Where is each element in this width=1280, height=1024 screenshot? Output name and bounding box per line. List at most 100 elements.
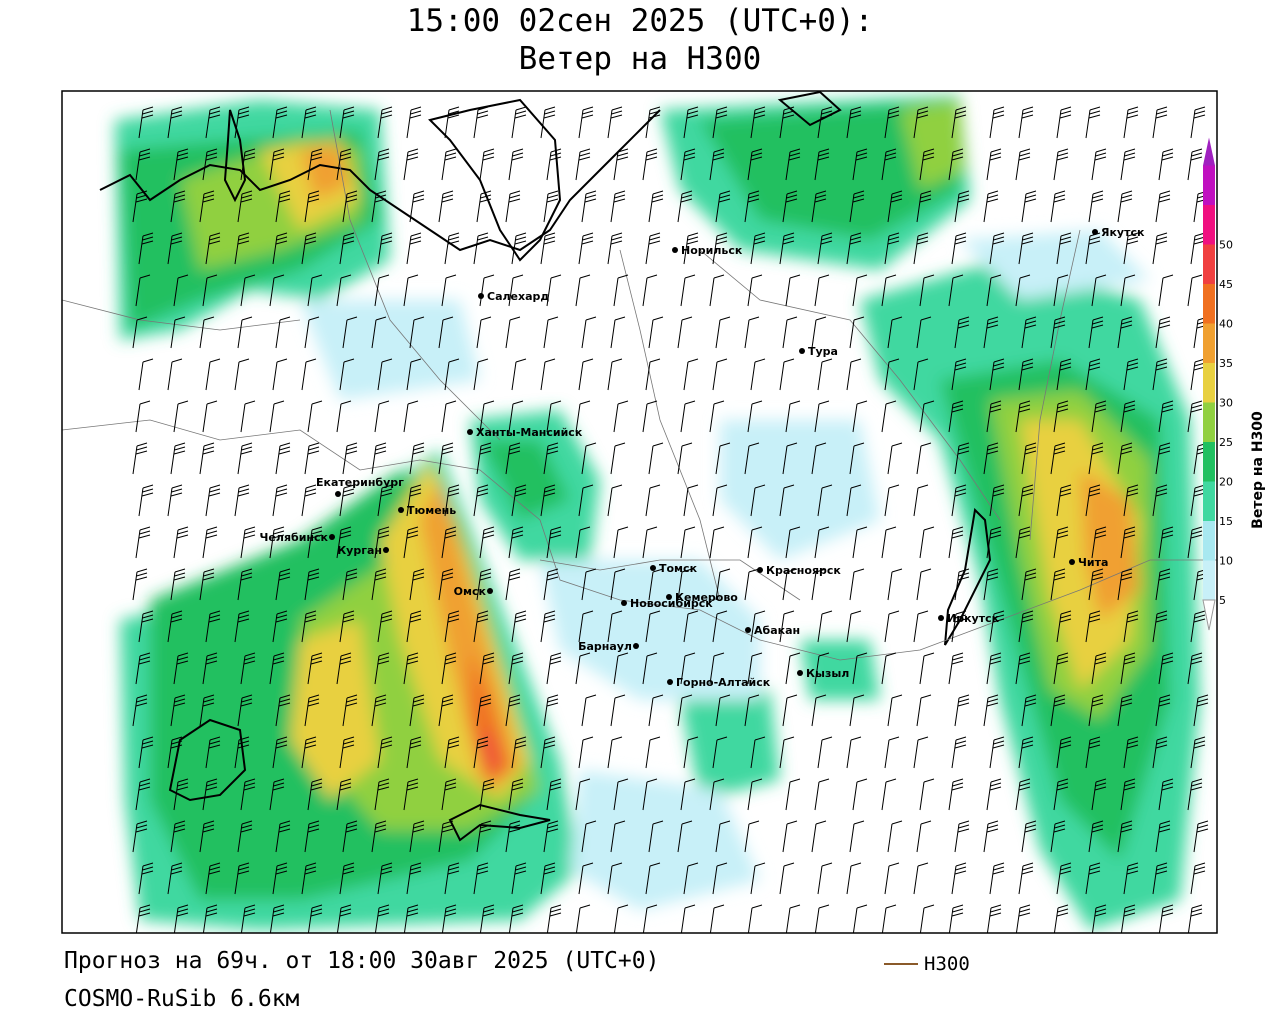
wind-barb [444, 358, 460, 391]
wind-barb [1155, 442, 1171, 475]
wind-barb [989, 610, 1005, 643]
wind-barb [1117, 316, 1133, 349]
wind-barb [849, 316, 865, 349]
wind-barb [919, 652, 935, 685]
wind-barb [1120, 778, 1136, 811]
city-label: Красноярск [766, 564, 841, 577]
wind-barb [642, 400, 658, 433]
wind-barb [1056, 862, 1072, 895]
wind-barb [884, 862, 900, 895]
wind-barb [1088, 442, 1104, 475]
wind-barb [438, 694, 454, 727]
wind-barb [887, 820, 903, 853]
city-label: Кемерово [675, 591, 738, 604]
wind-barb [406, 736, 422, 769]
wind-barb [1091, 778, 1107, 811]
wind-barb [683, 736, 699, 769]
colorbar-tick-label: 40 [1219, 318, 1233, 331]
wind-barb [919, 526, 935, 559]
map-title: 15:00 02сен 2025 (UTC+0): [406, 3, 874, 39]
city-marker-dot [745, 627, 751, 633]
wind-barb [1015, 904, 1031, 933]
wind-barb [610, 190, 626, 223]
wind-barb [642, 778, 658, 811]
wind-barb [403, 904, 419, 933]
wind-barb [712, 736, 728, 769]
wind-barb [916, 820, 932, 853]
city-label: Тюмень [407, 504, 456, 517]
wind-barb [546, 274, 562, 307]
wind-barb [275, 568, 291, 601]
wind-barb [374, 904, 390, 933]
wind-barb [473, 736, 489, 769]
wind-barb [607, 106, 623, 139]
wind-barb [814, 778, 830, 811]
wind-barb [814, 274, 830, 307]
wind-barb [613, 148, 629, 181]
wind-barb [473, 358, 489, 391]
city-label: Омск [454, 585, 487, 598]
wind-barb [1155, 820, 1171, 853]
wind-barb [785, 274, 801, 307]
wind-barb [301, 106, 317, 139]
wind-barb [1015, 652, 1031, 685]
wind-barb [709, 778, 725, 811]
wind-barb [951, 736, 967, 769]
wind-barb [234, 358, 250, 391]
wind-barb [508, 148, 524, 181]
wind-barb [1088, 820, 1104, 853]
wind-barb [782, 190, 798, 223]
wind-barb [709, 652, 725, 685]
wind-barb [240, 526, 256, 559]
wind-barb [677, 316, 693, 349]
colorbar-tick-label: 35 [1219, 357, 1233, 370]
wind-barb [913, 736, 929, 769]
wind-barb [479, 148, 495, 181]
wind-barb [916, 568, 932, 601]
wind-barb [371, 190, 387, 223]
wind-barb [1187, 274, 1203, 307]
wind-barb [610, 568, 626, 601]
wind-barb [135, 526, 151, 559]
wind-barb [132, 442, 148, 475]
wind-barb [954, 190, 970, 223]
wind-barb [715, 442, 731, 475]
wind-barb [511, 862, 527, 895]
wind-barb [237, 694, 253, 727]
wind-barb [301, 484, 317, 517]
wind-barb [304, 820, 320, 853]
wind-barb [138, 862, 154, 895]
wind-barb [648, 568, 664, 601]
wind-barb [1018, 358, 1034, 391]
wind-barb [1015, 274, 1031, 307]
wind-barb [374, 148, 390, 181]
wind-barb [677, 190, 693, 223]
wind-barb [989, 484, 1005, 517]
wind-barb [954, 568, 970, 601]
wind-barb [1088, 190, 1104, 223]
city-label: Тура [808, 345, 838, 358]
wind-barb [269, 148, 285, 181]
wind-barb [138, 358, 154, 391]
wind-barb [1123, 358, 1139, 391]
wind-barb [1187, 778, 1203, 811]
wind-barb [307, 148, 323, 181]
wind-barb [680, 526, 696, 559]
wind-barb [747, 526, 763, 559]
wind-barb [444, 736, 460, 769]
wind-barb [409, 442, 425, 475]
city-marker-dot [799, 348, 805, 354]
colorbar-tick-label: 10 [1219, 555, 1233, 568]
wind-barb [916, 442, 932, 475]
colorbar-segment [1203, 402, 1215, 442]
wind-barb [607, 610, 623, 643]
wind-barb [406, 232, 422, 265]
wind-barb [715, 316, 731, 349]
wind-barb [1053, 274, 1069, 307]
wind-barb [750, 484, 766, 517]
wind-barb [377, 610, 393, 643]
colorbar-tick-label: 45 [1219, 278, 1233, 291]
wind-barb [339, 610, 355, 643]
wind-barb [304, 694, 320, 727]
wind-barb [575, 652, 591, 685]
